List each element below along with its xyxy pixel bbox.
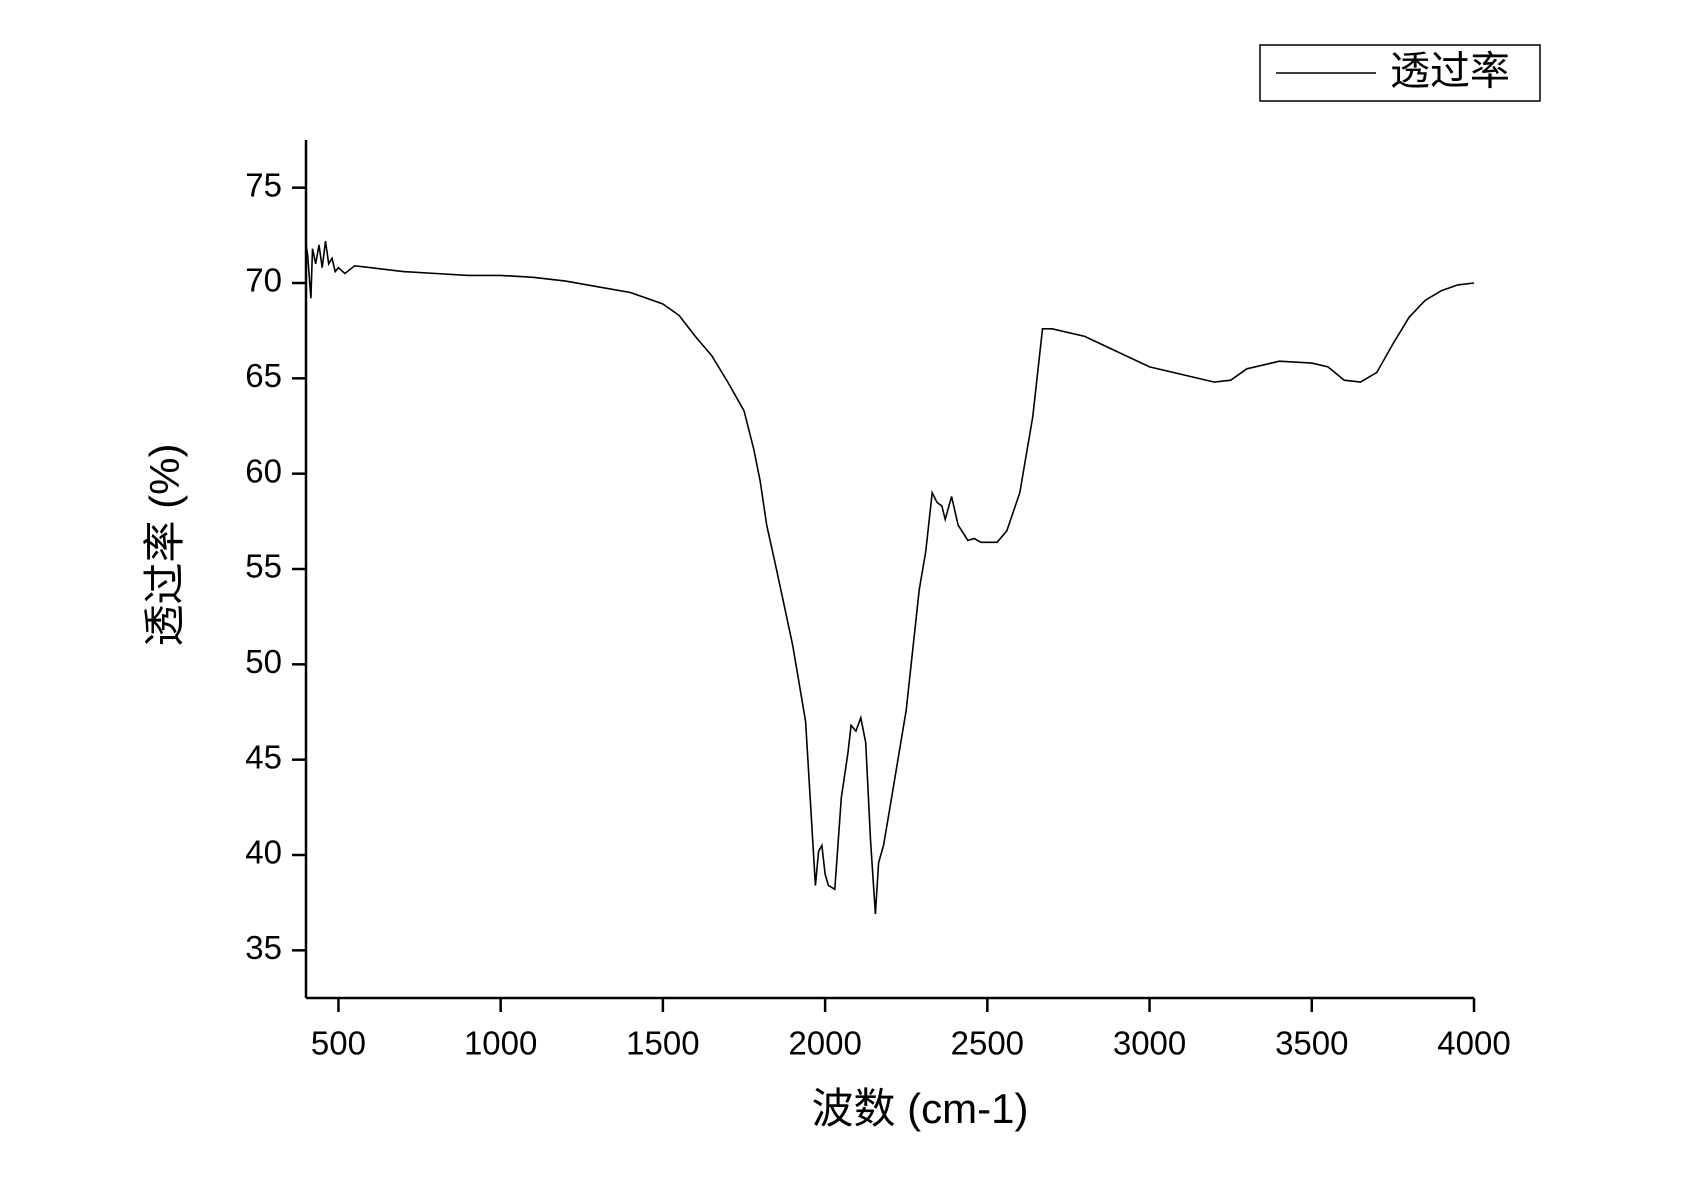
y-tick-label: 45: [245, 738, 282, 775]
x-tick-label: 2500: [951, 1025, 1024, 1062]
x-tick-label: 2000: [788, 1025, 861, 1062]
y-axis-label: 透过率 (%): [141, 444, 188, 647]
data-line: [305, 240, 1475, 915]
x-tick-label: 3000: [1113, 1025, 1186, 1062]
x-tick-label: 3500: [1275, 1025, 1348, 1062]
y-tick-label: 65: [245, 357, 282, 394]
x-tick-label: 1500: [626, 1025, 699, 1062]
y-tick-label: 40: [245, 834, 282, 871]
x-axis-label: 波数 (cm-1): [812, 1085, 1029, 1132]
x-tick-label: 500: [311, 1025, 366, 1062]
y-tick-label: 35: [245, 929, 282, 966]
y-tick-label: 60: [245, 452, 282, 489]
legend-box: [1259, 44, 1541, 102]
y-tick-label: 70: [245, 262, 282, 299]
y-tick-label: 55: [245, 548, 282, 585]
y-tick-label: 50: [245, 643, 282, 680]
x-tick-label: 1000: [464, 1025, 537, 1062]
y-tick-label: 75: [245, 166, 282, 203]
x-tick-label: 4000: [1437, 1025, 1510, 1062]
legend-label: 透过率: [1390, 50, 1510, 94]
